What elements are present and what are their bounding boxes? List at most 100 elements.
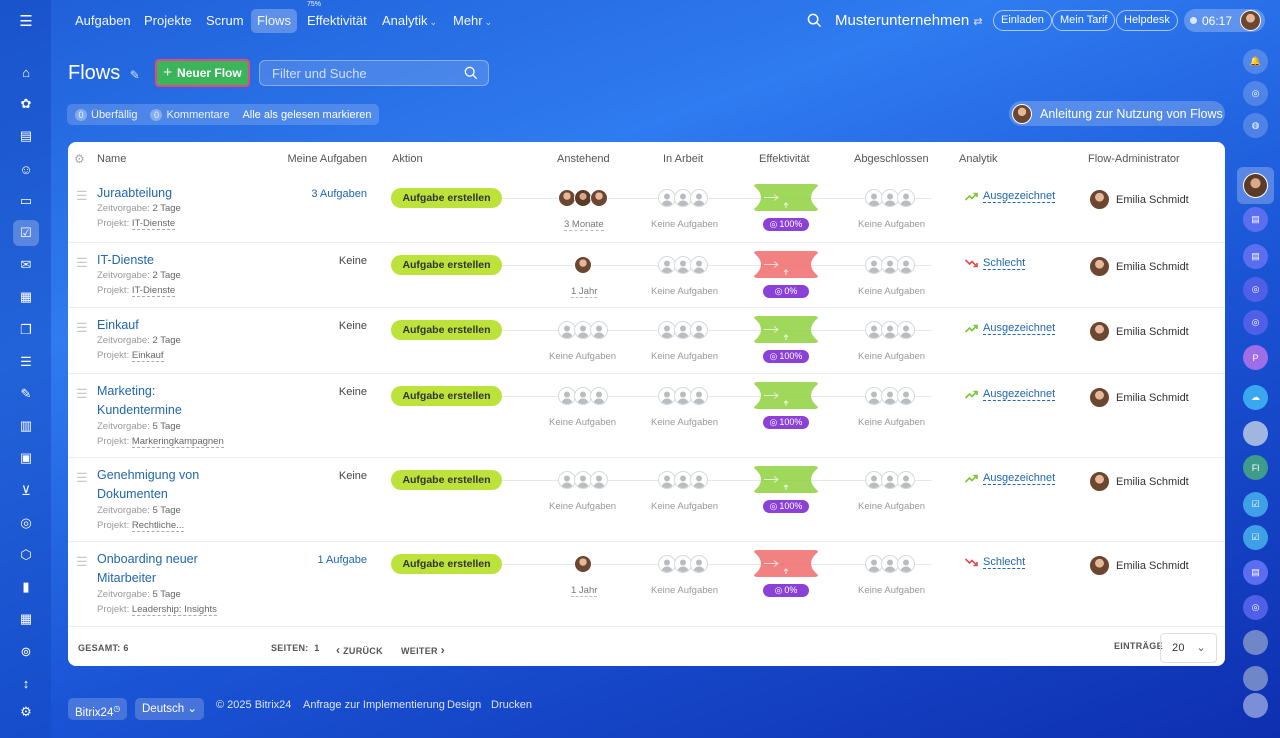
card-icon[interactable]: ▣ xyxy=(19,450,33,465)
inwork-avatars[interactable] xyxy=(657,385,711,407)
mail-icon[interactable]: ✉ xyxy=(20,257,32,272)
helpdesk-button[interactable]: Helpdesk xyxy=(1116,10,1178,31)
pending-avatars[interactable] xyxy=(557,254,611,276)
drag-handle-icon[interactable]: ☰ xyxy=(76,554,88,569)
column-header[interactable]: Effektivität xyxy=(759,153,810,165)
flow-admin[interactable]: Emilia Schmidt xyxy=(1089,471,1189,492)
analytics-link[interactable]: Schlecht xyxy=(965,257,1026,270)
drag-handle-icon[interactable]: ☰ xyxy=(76,188,88,203)
nav-effektivität[interactable]: Effektivität 75% xyxy=(301,1,373,33)
group-avatar[interactable] xyxy=(1243,693,1268,718)
create-task-button[interactable]: Aufgabe erstellen xyxy=(391,188,502,208)
checklist-icon[interactable]: ☑ xyxy=(1243,525,1268,550)
create-task-button[interactable]: Aufgabe erstellen xyxy=(391,386,502,406)
company-name[interactable]: Musterunternehmen ⇄ xyxy=(835,12,983,29)
create-task-button[interactable]: Aufgabe erstellen xyxy=(391,554,502,574)
user-avatar[interactable] xyxy=(574,555,592,573)
create-task-button[interactable]: Aufgabe erstellen xyxy=(391,255,502,275)
filter-icon[interactable]: ☰ xyxy=(20,354,32,369)
checklist-icon[interactable]: ☑ xyxy=(1243,492,1268,517)
done-avatars[interactable] xyxy=(864,319,918,341)
flow-admin[interactable]: Emilia Schmidt xyxy=(1089,189,1189,210)
copilot-icon[interactable]: ◎ xyxy=(1243,81,1268,106)
project-link[interactable]: IT-Dienste xyxy=(131,218,176,230)
nav-flows[interactable]: Flows xyxy=(251,9,297,33)
flow-admin[interactable]: Emilia Schmidt xyxy=(1089,387,1189,408)
feed-icon[interactable]: ✿ xyxy=(20,96,32,111)
crm-icon[interactable]: ▭ xyxy=(19,193,33,208)
search-input[interactable] xyxy=(259,60,489,86)
inwork-avatars[interactable] xyxy=(657,187,711,209)
inwork-avatars[interactable] xyxy=(657,319,711,341)
column-header[interactable]: Aktion xyxy=(392,153,423,165)
search-field-icon[interactable] xyxy=(464,66,478,80)
create-task-button[interactable]: Aufgabe erstellen xyxy=(391,470,502,490)
pending-avatars[interactable] xyxy=(557,553,611,575)
project-link[interactable]: Markeringkampagnen xyxy=(131,436,224,448)
pending-avatars[interactable] xyxy=(557,385,611,407)
analytics-link[interactable]: Ausgezeichnet xyxy=(965,322,1056,335)
home-icon[interactable]: ⌂ xyxy=(22,64,30,80)
collapse-icon[interactable]: ↕ xyxy=(22,675,30,691)
column-header[interactable]: Meine Aufgaben xyxy=(287,153,367,165)
analytics-link[interactable]: Ausgezeichnet xyxy=(965,472,1056,485)
overdue-counter[interactable]: 0 Überfällig xyxy=(75,108,137,121)
bell-icon[interactable]: 🔔 xyxy=(1243,49,1268,74)
chat-search-icon[interactable]: ◍ xyxy=(1243,113,1268,138)
nav-analytik[interactable]: Analytik ⌄ xyxy=(376,9,443,33)
flow-name-link[interactable]: Marketing: Kundentermine xyxy=(97,384,182,417)
table-row[interactable]: ☰ IT-Dienste Zeitvorgabe: 2 Tage Projekt: I… xyxy=(68,242,1225,307)
comments-counter[interactable]: 0 Kommentare xyxy=(150,108,229,121)
target-icon[interactable]: ◎ xyxy=(20,515,32,530)
user-avatar[interactable] xyxy=(1240,10,1262,31)
flow-admin[interactable]: Emilia Schmidt xyxy=(1089,256,1189,277)
calendar-icon[interactable]: ▦ xyxy=(19,289,33,304)
flow-name-link[interactable]: IT-Dienste xyxy=(97,253,154,267)
nav-scrum[interactable]: Scrum xyxy=(200,9,250,33)
analytics-link[interactable]: Schlecht xyxy=(965,556,1026,569)
settings-icon[interactable]: ⚙ xyxy=(20,704,32,719)
column-header[interactable]: Anstehend xyxy=(557,153,610,165)
done-avatars[interactable] xyxy=(864,187,918,209)
project-link[interactable]: IT-Dienste xyxy=(131,285,176,297)
analytics-link[interactable]: Ausgezeichnet xyxy=(965,388,1056,401)
bot-icon[interactable]: ⊚ xyxy=(20,644,32,659)
pending-avatars[interactable] xyxy=(557,469,611,491)
pending-avatars[interactable] xyxy=(557,187,611,209)
copilot-icon[interactable]: ◎ xyxy=(1243,595,1268,620)
brand-badge[interactable]: Bitrix24◷ xyxy=(68,698,128,720)
table-row[interactable]: ☰ Onboarding neuer Mitarbeiter Zeitvorgabe… xyxy=(68,541,1225,626)
group-avatar[interactable] xyxy=(1243,666,1268,691)
drag-handle-icon[interactable]: ☰ xyxy=(76,470,88,485)
flow-name-link[interactable]: Onboarding neuer Mitarbeiter xyxy=(97,552,198,585)
group-avatar[interactable] xyxy=(1243,421,1268,446)
project-link[interactable]: Einkauf xyxy=(131,350,164,362)
flow-admin[interactable]: Emilia Schmidt xyxy=(1089,555,1189,576)
checkbox-icon[interactable]: ☑ xyxy=(13,220,39,246)
inwork-avatars[interactable] xyxy=(657,553,711,575)
user-avatar[interactable] xyxy=(590,189,608,207)
group-avatar[interactable] xyxy=(1243,630,1268,655)
document-icon[interactable]: ▤ xyxy=(1243,560,1268,585)
done-avatars[interactable] xyxy=(864,553,918,575)
done-avatars[interactable] xyxy=(864,385,918,407)
table-row[interactable]: ☰ Genehmigung von Dokumenten Zeitvorgabe: … xyxy=(68,457,1225,541)
drag-handle-icon[interactable]: ☰ xyxy=(76,386,88,401)
table-row[interactable]: ☰ Marketing: Kundentermine Zeitvorgabe: 5 … xyxy=(68,373,1225,457)
chart-icon[interactable]: ▮ xyxy=(22,579,30,594)
document-icon[interactable]: ▤ xyxy=(1243,207,1268,232)
inwork-avatars[interactable] xyxy=(657,254,711,276)
back-button[interactable]: ‹ ZURÜCK xyxy=(336,643,383,657)
done-avatars[interactable] xyxy=(864,254,918,276)
flow-name-link[interactable]: Juraabteilung xyxy=(97,186,173,200)
clock-widget[interactable]: 06:17 xyxy=(1184,9,1265,32)
tasks-icon[interactable]: ▤ xyxy=(19,128,33,143)
new-flow-button[interactable]: + Neuer Flow xyxy=(155,59,250,87)
flow-name-link[interactable]: Einkauf xyxy=(97,318,139,332)
mark-read-link[interactable]: Alle als gelesen markieren xyxy=(242,108,372,121)
table-row[interactable]: ☰ Juraabteilung Zeitvorgabe: 2 Tage Projekt… xyxy=(68,176,1225,242)
pin-icon[interactable]: ✎ xyxy=(129,68,140,82)
guide-button[interactable]: Anleitung zur Nutzung von Flows xyxy=(1009,101,1225,126)
user-avatar[interactable] xyxy=(574,256,592,274)
user-avatar[interactable] xyxy=(1237,167,1274,204)
